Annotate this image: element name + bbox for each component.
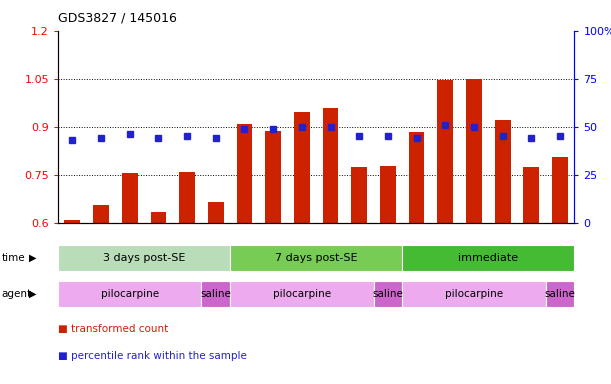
Bar [202, 281, 230, 307]
Bar [373, 281, 402, 307]
Bar [402, 245, 574, 271]
Bar [236, 124, 252, 223]
Bar [230, 281, 373, 307]
Text: ■ transformed count: ■ transformed count [58, 324, 168, 334]
Text: ▶: ▶ [29, 253, 37, 263]
Text: pilocarpine: pilocarpine [445, 289, 503, 299]
Bar [380, 166, 396, 223]
Bar [208, 202, 224, 223]
Bar [230, 245, 402, 271]
Text: saline: saline [373, 289, 403, 299]
Bar [323, 108, 338, 223]
Bar [552, 157, 568, 223]
Text: saline: saline [200, 289, 231, 299]
Bar [58, 245, 230, 271]
Bar [402, 281, 546, 307]
Bar [265, 131, 281, 223]
Bar [179, 172, 195, 223]
Text: 3 days post-SE: 3 days post-SE [103, 253, 185, 263]
Text: time: time [1, 253, 25, 263]
Bar [93, 205, 109, 223]
Bar [546, 281, 574, 307]
Text: ▶: ▶ [29, 289, 37, 299]
Bar [409, 131, 425, 223]
Bar [58, 281, 202, 307]
Text: pilocarpine: pilocarpine [101, 289, 159, 299]
Bar [466, 79, 482, 223]
Text: GDS3827 / 145016: GDS3827 / 145016 [58, 12, 177, 25]
Bar [65, 220, 80, 223]
Bar [122, 173, 137, 223]
Text: 7 days post-SE: 7 days post-SE [275, 253, 357, 263]
Bar [524, 167, 539, 223]
Bar [495, 120, 511, 223]
Text: pilocarpine: pilocarpine [273, 289, 331, 299]
Text: agent: agent [1, 289, 31, 299]
Bar [437, 80, 453, 223]
Text: ■ percentile rank within the sample: ■ percentile rank within the sample [58, 351, 247, 361]
Bar [294, 113, 310, 223]
Text: saline: saline [544, 289, 576, 299]
Bar [150, 212, 166, 223]
Bar [351, 167, 367, 223]
Text: immediate: immediate [458, 253, 518, 263]
